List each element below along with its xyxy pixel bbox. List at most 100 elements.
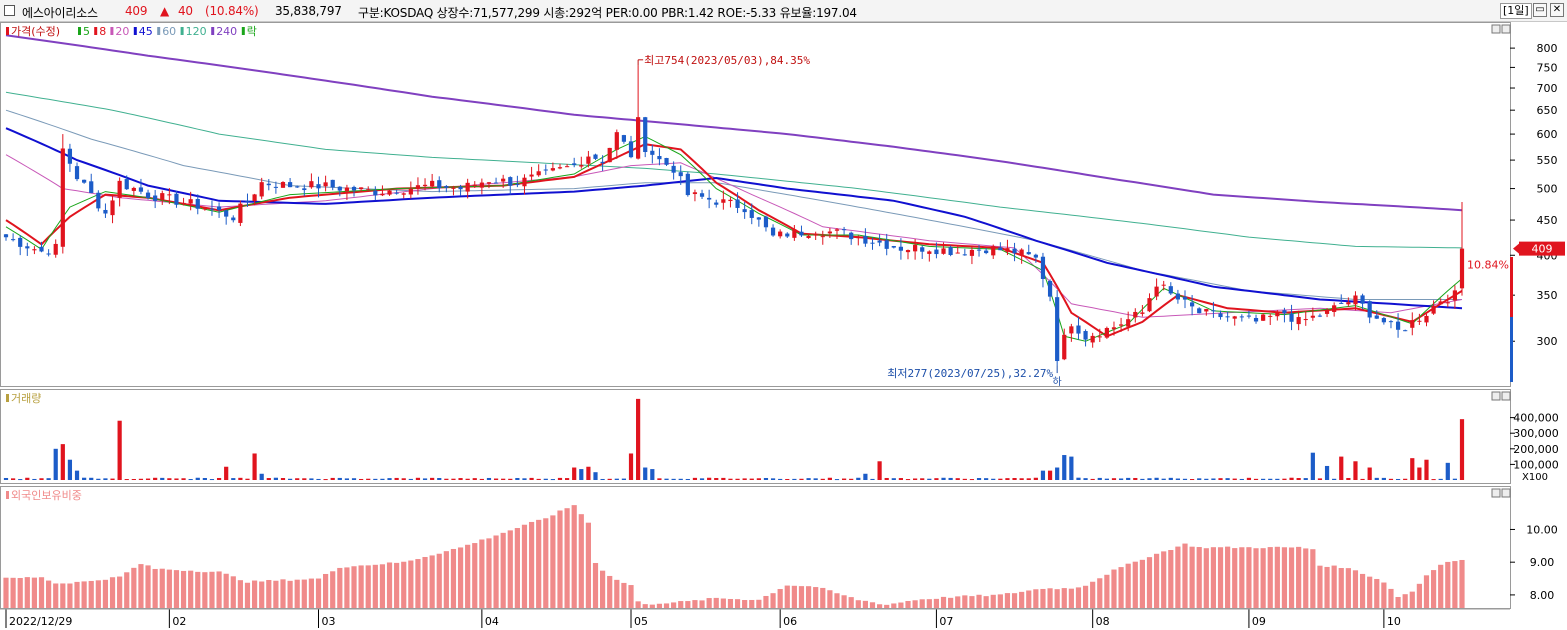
price-panel-restore-button[interactable] — [1491, 24, 1501, 34]
foreign-bar — [152, 568, 158, 608]
foreign-bar — [46, 580, 52, 608]
candle-body — [955, 252, 960, 254]
volume-bar — [1253, 478, 1259, 480]
period-selector[interactable]: [1일] — [1500, 3, 1532, 19]
volume-bar — [934, 478, 939, 480]
price-panel-close-button[interactable] — [1501, 24, 1511, 34]
candle-body — [1395, 321, 1401, 330]
volume-bar — [53, 448, 58, 480]
foreign-bar — [180, 570, 187, 608]
volume-bar — [1395, 478, 1401, 480]
foreign-bar — [1061, 588, 1067, 608]
candle-body — [834, 229, 840, 231]
low-annotation: 최저277(2023/07/25),32.27% 하 — [887, 365, 1062, 388]
candle-body — [1367, 301, 1372, 318]
candle-body — [1111, 327, 1117, 330]
foreign-bar — [770, 593, 776, 608]
candle-body — [685, 173, 690, 196]
candle-body — [799, 231, 804, 236]
volume-bar — [1289, 477, 1294, 480]
foreign-bar — [869, 602, 876, 608]
foreign-panel-close-button[interactable] — [1501, 488, 1511, 498]
foreign-bar — [756, 599, 762, 608]
legend-label: 240 — [216, 25, 237, 38]
foreign-bar — [692, 600, 698, 608]
legend-label: 60 — [162, 25, 176, 38]
volume-bar — [955, 478, 960, 480]
candle-body — [863, 235, 868, 244]
volume-bar — [515, 477, 520, 480]
foreign-bar — [564, 508, 570, 608]
candle-body — [749, 210, 754, 218]
volume-bar — [1438, 478, 1443, 480]
volume-bar — [501, 478, 506, 480]
foreign-bar — [315, 578, 322, 608]
volume-bar — [344, 478, 350, 480]
candle-body — [408, 188, 413, 195]
volume-bar — [302, 478, 307, 480]
volume-bar — [643, 467, 648, 480]
foreign-bar — [585, 522, 591, 608]
volume-bar — [224, 466, 229, 480]
volume-bar — [1424, 459, 1429, 480]
volume-bar — [287, 478, 293, 480]
candle-body — [614, 132, 619, 150]
volume-bar — [1410, 458, 1415, 480]
volume-bar — [82, 477, 87, 480]
volume-bar — [763, 477, 769, 480]
candle-body — [572, 163, 577, 166]
price-range-bar-up — [1510, 257, 1513, 317]
volume-bar — [714, 477, 719, 480]
close-button[interactable]: ✕ — [1550, 3, 1564, 17]
restore-button[interactable]: ▭ — [1533, 3, 1547, 17]
foreign-bar — [1097, 578, 1103, 608]
candle-body — [976, 249, 982, 251]
foreign-bar — [1175, 546, 1181, 608]
candle-body — [380, 193, 385, 196]
volume-bar — [699, 478, 705, 480]
candle-body — [763, 216, 769, 228]
volume-bar — [1083, 478, 1088, 480]
foreign-panel-restore-button[interactable] — [1491, 488, 1501, 498]
volume-bar — [1204, 478, 1209, 480]
foreign-bar — [557, 510, 563, 608]
candle-body — [138, 187, 144, 192]
volume-bar — [1062, 455, 1067, 480]
volume-bar — [650, 469, 655, 480]
low-marker: 하 — [1053, 375, 1062, 388]
foreign-bar — [1082, 585, 1089, 608]
volume-panel-close-button[interactable] — [1501, 391, 1511, 401]
volume-bar — [46, 478, 51, 480]
volume-bar — [1225, 478, 1230, 480]
stock-name: 에스아이리소스 — [22, 6, 98, 20]
foreign-bar — [1423, 575, 1430, 608]
foreign-bar — [379, 564, 386, 608]
candle-body — [1140, 312, 1145, 314]
candle-body — [920, 247, 925, 252]
volume-panel-restore-button[interactable] — [1491, 391, 1501, 401]
foreign-bar — [720, 598, 726, 608]
select-checkbox[interactable] — [4, 5, 15, 16]
foreign-bar — [919, 599, 925, 608]
foreign-bar — [1011, 593, 1018, 608]
candle-body — [898, 246, 904, 251]
candle-body — [259, 182, 264, 197]
candle-body — [927, 251, 932, 254]
volume-bar — [749, 478, 754, 480]
foreign-bar — [813, 587, 819, 608]
volume-bar — [841, 478, 847, 480]
foreign-bar — [614, 579, 620, 608]
foreign-bar — [408, 560, 414, 608]
foreign-bar — [188, 570, 194, 608]
foreign-bar — [550, 515, 556, 608]
foreign-bar — [791, 585, 797, 608]
foreign-bar — [1104, 574, 1110, 608]
candle-body — [813, 234, 818, 236]
candle-body — [1289, 313, 1294, 322]
candle-body — [1261, 314, 1266, 321]
foreign-bar — [102, 579, 109, 608]
volume-bar — [1161, 478, 1166, 480]
volume-bar — [976, 478, 982, 480]
candle-body — [103, 209, 108, 214]
x-tick-label: 08 — [1096, 615, 1110, 628]
